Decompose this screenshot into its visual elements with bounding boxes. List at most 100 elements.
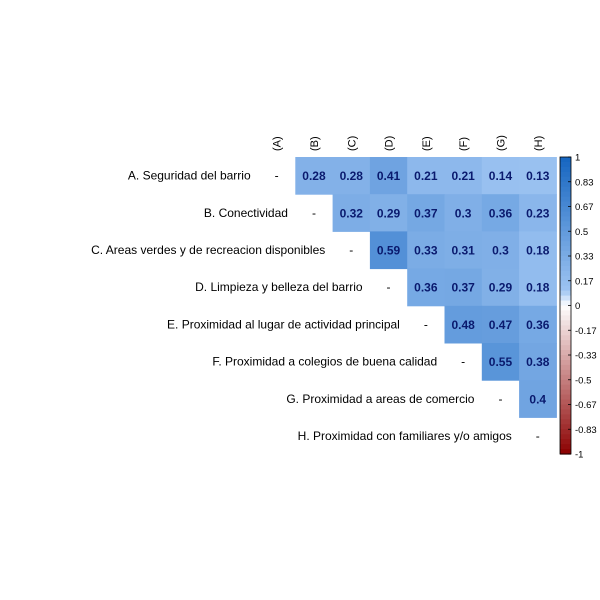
cell-value-label: 0.3: [455, 206, 472, 220]
legend-gradient-step: [560, 171, 571, 178]
cell-value-label: 0.21: [451, 169, 475, 183]
column-label: (E): [421, 136, 433, 151]
legend-gradient-step: [560, 434, 571, 440]
heatmap-cell: [519, 231, 557, 270]
legend-gradient-step: [560, 404, 571, 411]
cell-value-label: 0.21: [414, 169, 438, 183]
cell-value-label: 0.37: [414, 206, 438, 220]
diagonal-marker: -: [498, 392, 502, 406]
heatmap-cell: [519, 194, 557, 232]
heatmap-cell: [481, 268, 520, 307]
legend-tick-label: -0.33: [575, 351, 597, 362]
row-label: C. Areas verdes y de recreacion disponib…: [91, 243, 325, 257]
legend-gradient-step: [560, 359, 571, 366]
legend-gradient-step: [560, 201, 571, 208]
cell-value-label: 0.59: [377, 244, 401, 258]
legend-tick-label: -1: [575, 450, 583, 461]
legend-gradient-step: [560, 241, 571, 247]
legend-gradient-step: [560, 394, 571, 401]
legend-gradient-step: [560, 236, 571, 242]
legend-gradient-step: [560, 414, 571, 420]
cell-value-label: 0.36: [526, 318, 550, 332]
legend-gradient-step: [560, 345, 571, 351]
cell-value-label: 0.18: [526, 244, 550, 258]
diagonal-marker: -: [312, 206, 316, 220]
column-labels: (A) (B) (C) (D) (E) (F) (G) (H): [272, 135, 545, 151]
legend-gradient-step: [560, 419, 571, 425]
color-legend: 1 0.83 0.67 0.5 0.33 0.17 0 -0.17 -0.33 -0.5 -0.67…: [559, 153, 597, 461]
legend-tick-label: -0.17: [575, 326, 597, 337]
column-label: (B): [309, 136, 321, 151]
legend-gradient-step: [560, 295, 571, 302]
legend-gradient-step: [560, 166, 571, 173]
legend-gradient-step: [560, 196, 571, 203]
legend-tick-label: -0.5: [575, 375, 591, 386]
legend-gradient-step: [560, 384, 571, 391]
heatmap-cell: [369, 157, 408, 195]
legend-gradient-step: [560, 186, 571, 193]
legend-gradient-step: [560, 355, 571, 361]
heatmap-cell: [295, 157, 334, 195]
legend-tick-label: 0: [575, 301, 580, 312]
row-label: D. Limpieza y belleza del barrio: [195, 280, 363, 294]
cell-value-label: 0.32: [340, 206, 364, 220]
legend-gradient-step: [560, 290, 571, 297]
cell-value-label: 0.23: [526, 206, 550, 220]
column-label: (F): [458, 137, 470, 151]
legend-gradient-step: [560, 251, 571, 257]
heatmap-cell: [481, 231, 520, 270]
column-label: (D): [384, 136, 396, 151]
cell-value-label: 0.4: [529, 392, 546, 406]
cell-value-label: 0.48: [451, 318, 475, 332]
legend-gradient-step: [560, 350, 571, 356]
legend-gradient-step: [560, 256, 571, 262]
legend-gradient-step: [560, 369, 571, 376]
heatmap-cell: [519, 343, 557, 381]
legend-gradient-step: [560, 335, 571, 341]
row-label: E. Proximidad al lugar de actividad prin…: [167, 317, 400, 331]
heatmap-cell: [519, 380, 557, 418]
legend-gradient-step: [560, 157, 571, 163]
row-label: F. Proximidad a colegios de buena calida…: [212, 355, 437, 369]
heatmap-cell: [444, 268, 483, 307]
column-label: (A): [272, 136, 284, 151]
legend-gradient-step: [560, 161, 571, 168]
heatmap-cell: [481, 305, 520, 344]
cell-value-label: 0.18: [526, 281, 550, 295]
heatmap-cell: [519, 157, 557, 195]
heatmap-cell: [444, 305, 483, 344]
legend-gradient-step: [560, 226, 571, 232]
diagonal-marker: -: [424, 317, 428, 331]
legend-gradient-step: [560, 374, 571, 381]
legend-gradient-step: [560, 325, 571, 331]
cell-value-label: 0.37: [451, 281, 475, 295]
cell-value-label: 0.29: [489, 281, 513, 295]
heatmap-cell: [519, 268, 557, 307]
heatmap-cell: [444, 157, 483, 195]
diagonal-marker: -: [461, 355, 465, 369]
legend-gradient-step: [560, 444, 571, 450]
heatmap-cell: [519, 305, 557, 344]
legend-gradient-step: [560, 449, 571, 455]
heatmap-cell: [444, 231, 483, 270]
heatmap-cell: [407, 268, 445, 307]
legend-gradient-step: [560, 280, 571, 287]
heatmap-cell: [481, 157, 520, 195]
legend-gradient-step: [560, 310, 571, 316]
legend-gradient-step: [560, 364, 571, 371]
legend-gradient-step: [560, 389, 571, 396]
legend-gradient-step: [560, 211, 571, 217]
column-label: (H): [533, 136, 545, 151]
legend-gradient-step: [560, 246, 571, 252]
legend-tick-label: 1: [575, 153, 580, 164]
diagonal-marker: -: [275, 169, 279, 183]
legend-gradient-step: [560, 260, 571, 267]
cell-value-label: 0.28: [302, 169, 326, 183]
heatmap-cell: [444, 194, 483, 232]
cell-value-label: 0.36: [414, 281, 438, 295]
legend-gradient-step: [560, 429, 571, 435]
legend-gradient-step: [560, 300, 571, 307]
legend-tick-label: 0.33: [575, 252, 594, 263]
legend-gradient-step: [560, 270, 571, 277]
